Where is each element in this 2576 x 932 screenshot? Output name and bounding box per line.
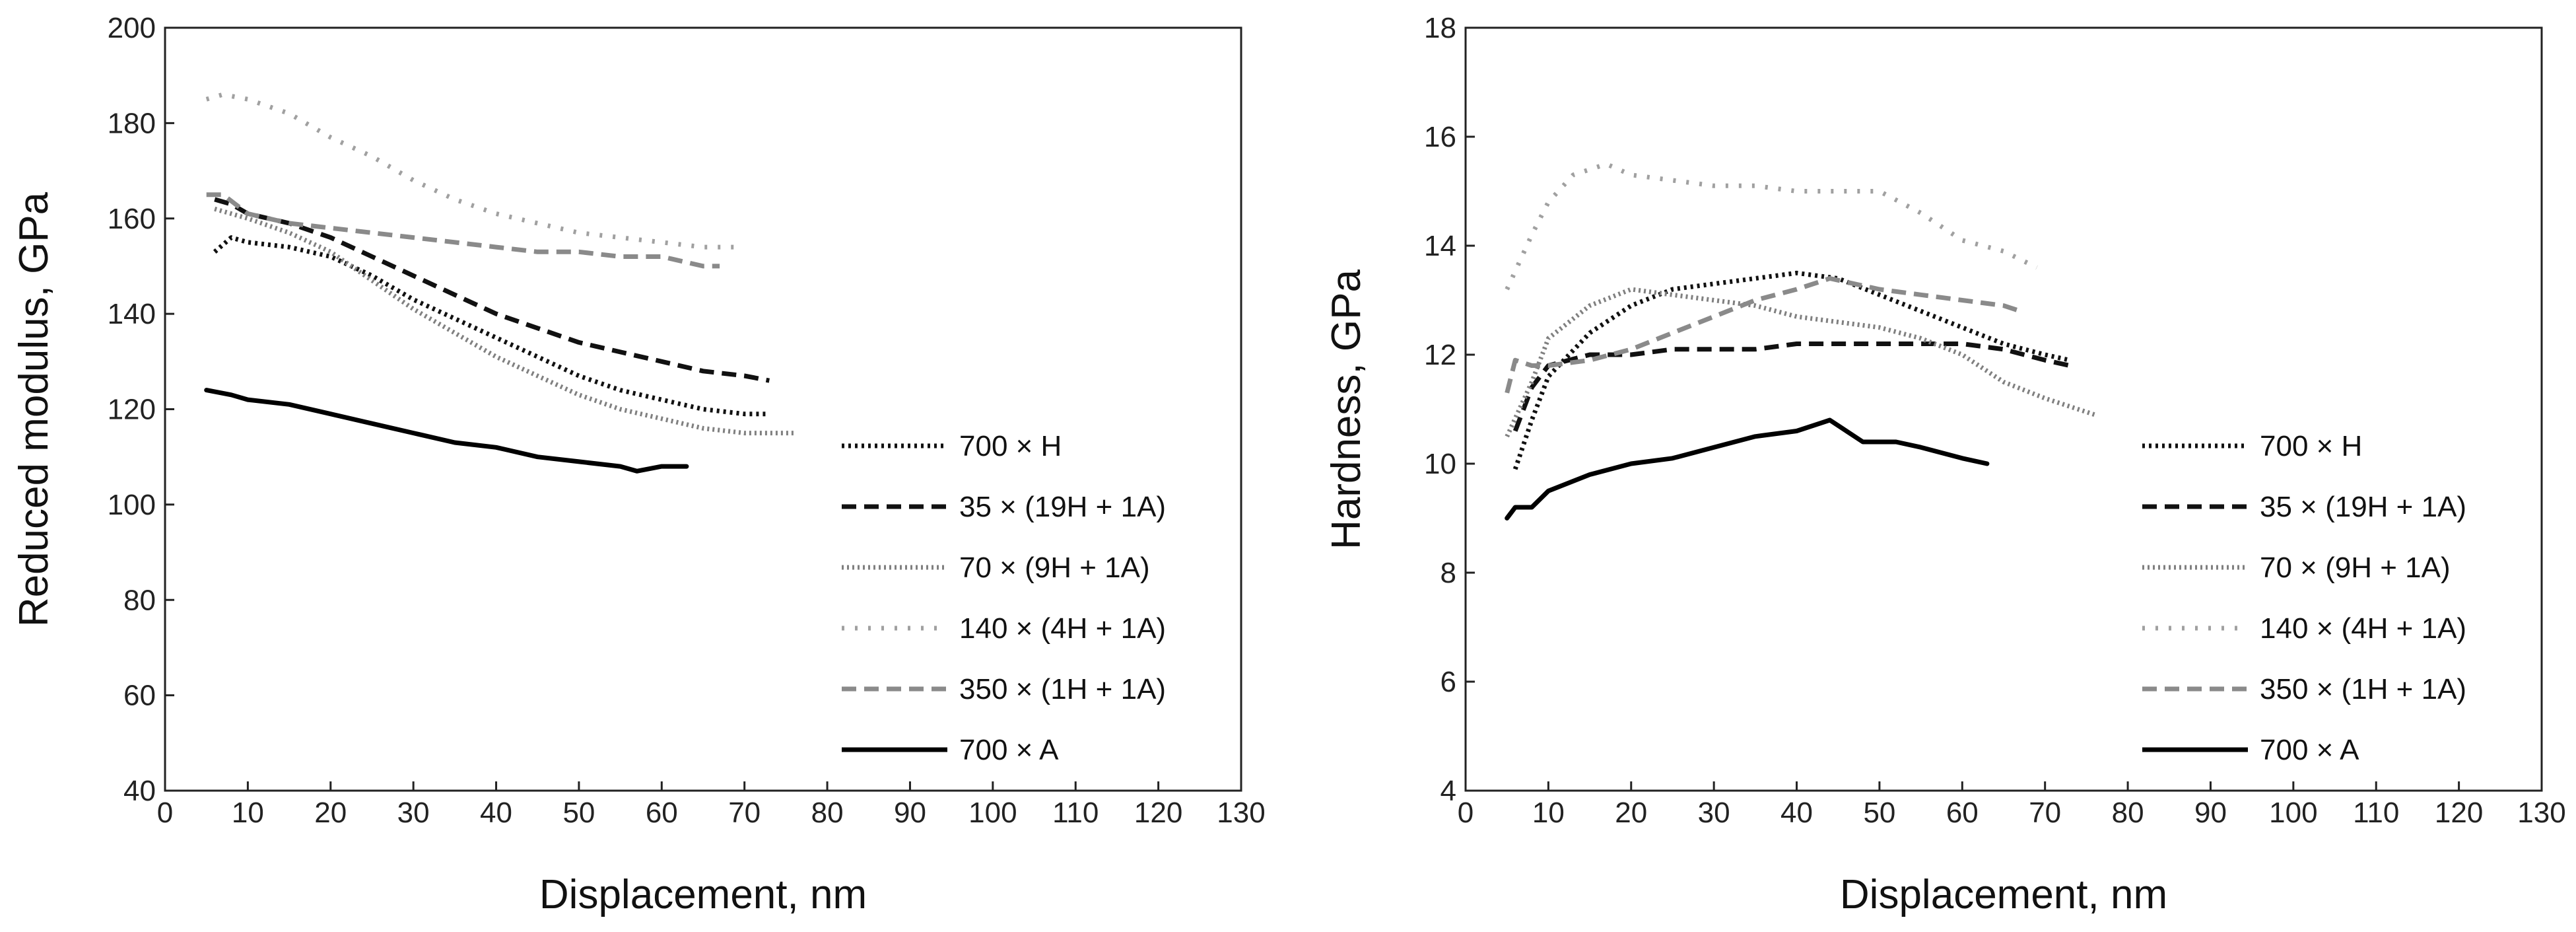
hardness-y-tick-label: 4 [1441,775,1456,807]
modulus-legend-label: 350 × (1H + 1A) [959,673,1166,705]
hardness-axes: 0 10 20 30 40 50 60 70 80 90 100 110 120 130 4 6 8 10 12 14… [1424,12,2566,829]
hardness-series-group [1505,161,2095,520]
hardness-x-tick-label: 10 [1532,797,1565,829]
hardness-y-tick-label: 12 [1424,339,1456,371]
modulus-x-tick-label: 30 [397,797,430,829]
modulus-x-tick-label: 0 [157,797,173,829]
hardness-x-tick-label: 30 [1698,797,1730,829]
hardness-legend-label: 350 × (1H + 1A) [2260,673,2466,705]
modulus-legend-label: 35 × (19H + 1A) [959,491,1166,523]
modulus-x-tick-label: 50 [562,797,595,829]
modulus-y-tick-label: 80 [123,584,156,616]
hardness-series-700-h [1512,270,2071,470]
hardness-x-tick-label: 110 [2353,797,2399,829]
hardness-series-35-19h-1a [1512,341,2071,432]
modulus-y-tick-label: 140 [108,298,156,330]
modulus-x-tick-label: 40 [480,797,512,829]
modulus-series-35-19h-1a [214,197,770,383]
modulus-axes: 0 10 20 30 40 50 60 70 80 90 100 110 120 130 40 60 80 100… [108,12,1266,829]
modulus-x-tick-label: 70 [728,797,761,829]
modulus-series-group [204,92,794,474]
hardness-x-tick-label: 130 [2517,797,2565,829]
modulus-x-tick-label: 110 [1052,797,1099,829]
modulus-x-tick-label: 90 [894,797,926,829]
modulus-x-tick-label: 80 [811,797,844,829]
modulus-x-tick-label: 20 [314,797,347,829]
modulus-series-700-h [213,235,770,417]
modulus-y-tick-label: 160 [108,203,156,235]
modulus-x-tick-label: 60 [646,797,678,829]
hardness-x-tick-label: 80 [2112,797,2144,829]
hardness-series-140-4h-1a [1505,161,2038,291]
hardness-x-axis-label: Displacement, nm [1840,872,2167,917]
modulus-legend: 700 × H 35 × (19H + 1A) 70 × (9H + 1A) 140 … [842,430,1166,766]
modulus-legend-label: 140 × (4H + 1A) [959,612,1166,645]
modulus-x-tick-label: 10 [232,797,264,829]
hardness-legend: 700 × H 35 × (19H + 1A) 70 × (9H + 1A) 140 … [2142,430,2466,766]
hardness-x-tick-label: 70 [2029,797,2061,829]
hardness-x-tick-label: 40 [1780,797,1813,829]
modulus-y-tick-label: 100 [108,489,156,521]
modulus-y-tick-label: 60 [123,680,156,712]
hardness-x-tick-label: 0 [1458,797,1474,829]
hardness-y-tick-label: 18 [1424,12,1456,44]
hardness-x-tick-label: 100 [2269,797,2317,829]
modulus-x-axis-label: Displacement, nm [539,872,867,917]
hardness-y-axis-label: Hardness, GPa [1324,269,1369,550]
hardness-y-tick-label: 10 [1424,448,1456,480]
hardness-legend-label: 700 × A [2260,734,2359,766]
hardness-series-700-a [1505,417,1990,520]
hardness-x-tick-label: 90 [2194,797,2227,829]
modulus-series-350-1h-1a [206,192,720,269]
modulus-y-tick-label: 120 [108,394,156,426]
modulus-x-tick-label: 100 [968,797,1017,829]
hardness-legend-label: 35 × (19H + 1A) [2260,491,2466,523]
modulus-x-tick-label: 130 [1217,797,1265,829]
hardness-y-tick-label: 8 [1441,557,1456,589]
modulus-y-tick-label: 40 [123,775,156,807]
hardness-legend-label: 700 × H [2260,430,2362,462]
hardness-series-70-9h-1a [1505,287,2095,438]
hardness-legend-label: 140 × (4H + 1A) [2260,612,2466,645]
modulus-x-tick-label: 120 [1134,797,1182,829]
hardness-chart: 0 10 20 30 40 50 60 70 80 90 100 110 120 130 4 6 8 10 12 14… [1324,12,2566,917]
hardness-x-tick-label: 60 [1946,797,1979,829]
hardness-y-tick-label: 16 [1424,121,1456,153]
hardness-series-350-1h-1a [1505,276,2021,394]
hardness-x-tick-label: 20 [1615,797,1647,829]
modulus-chart: 0 10 20 30 40 50 60 70 80 90 100 110 120 130 40 60 80 100… [11,12,1266,917]
modulus-legend-label: 700 × A [959,734,1059,766]
modulus-y-tick-label: 200 [108,12,156,44]
hardness-plot-frame [1464,26,2543,792]
hardness-y-tick-label: 14 [1424,230,1456,262]
modulus-series-700-a [204,388,689,474]
hardness-x-tick-label: 50 [1863,797,1895,829]
modulus-y-tick-label: 180 [108,107,156,139]
modulus-legend-label: 700 × H [959,430,1062,462]
hardness-x-tick-label: 120 [2435,797,2483,829]
modulus-legend-label: 70 × (9H + 1A) [959,552,1150,584]
modulus-y-axis-label: Reduced modulus, GPa [11,192,57,627]
hardness-y-tick-label: 6 [1441,666,1456,698]
hardness-legend-label: 70 × (9H + 1A) [2260,552,2451,584]
modulus-series-70-9h-1a [214,206,794,436]
